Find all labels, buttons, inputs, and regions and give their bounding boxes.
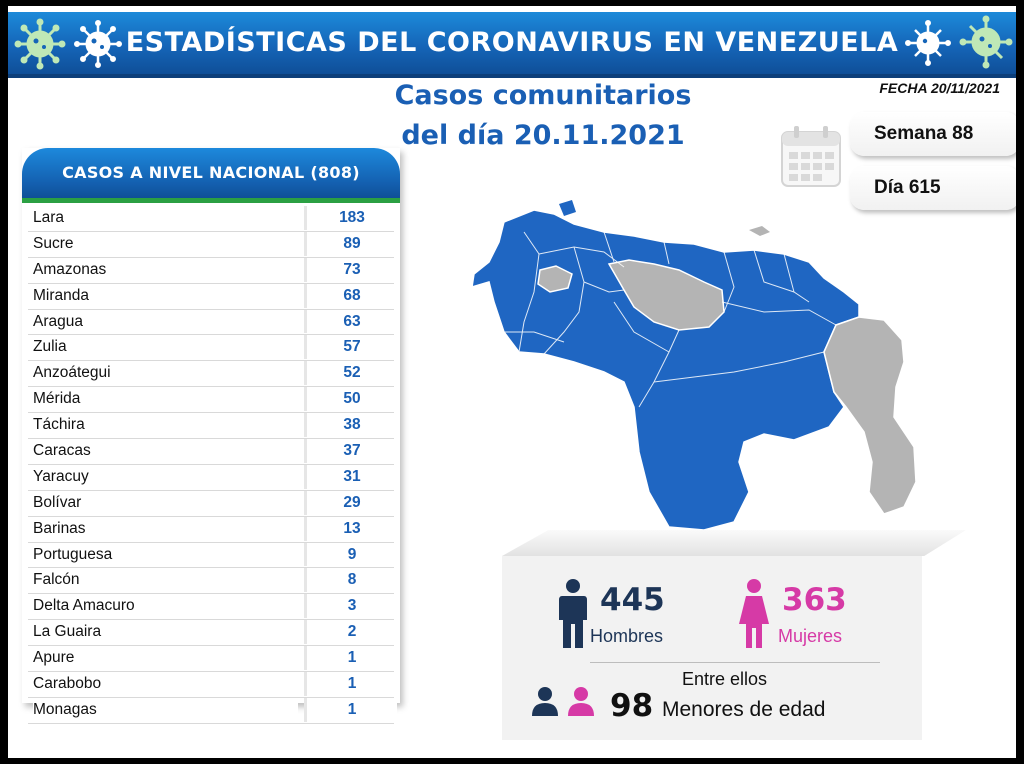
map-region-grey [749,226,770,236]
case-count: 38 [304,413,397,438]
state-name: Delta Amacuro [33,594,298,619]
hombres-count: 445 [600,582,665,618]
case-count: 89 [304,231,397,256]
case-count: 8 [304,568,397,593]
state-name: Lara [33,206,298,230]
case-count: 73 [304,257,397,282]
stats-card-body: 445 Hombres 363 Mujeres Entre ellos [502,556,922,740]
table-row: Yaracuy 31 [28,464,397,491]
state-name: Falcón [33,568,298,593]
case-count: 31 [304,464,397,489]
table-row: Barinas 13 [28,516,397,543]
state-name: Caracas [33,439,298,463]
subtitle-line-2: del día 20.11.2021 [401,120,685,151]
map-region-blue [471,209,860,531]
venezuela-map [471,200,917,531]
table-row: La Guaira 2 [28,620,397,647]
map-region-blue [559,200,576,216]
male-minor-icon [532,687,558,716]
hombres-label: Hombres [590,626,664,646]
table-row: Caracas 37 [28,439,397,465]
female-icon [739,579,769,648]
table-header: CASOS A NIVEL NACIONAL (808) [22,148,400,203]
coronavirus-icon [74,20,122,68]
case-count: 183 [304,206,397,230]
divider [590,662,880,663]
table-row: Carabobo 1 [28,672,397,698]
case-count: 3 [304,594,397,619]
state-name: Mérida [33,387,298,412]
table-row: Apure 1 [28,646,397,673]
semana-badge: Semana 88 [850,112,1016,156]
case-count: 1 [304,672,397,696]
state-name: Aragua [33,309,298,334]
table-row: Táchira 38 [28,413,397,440]
calendar-icon [781,126,841,187]
mujeres-count: 363 [782,582,847,618]
stats-card: 445 Hombres 363 Mujeres Entre ellos [502,530,966,740]
table-row: Delta Amacuro 3 [28,594,397,621]
menores-count: 98 [610,688,654,724]
coronavirus-icon [14,18,66,70]
table-row: Zulia 57 [28,335,397,362]
state-name: Anzoátegui [33,361,298,386]
table-row: Sucre 89 [28,231,397,258]
table-row: Bolívar 29 [28,490,397,517]
case-count: 13 [304,516,397,541]
case-count: 9 [304,542,397,567]
dia-badge: Día 615 [850,166,1016,210]
state-name: Carabobo [33,672,298,696]
state-name: Portuguesa [33,542,298,567]
case-count: 52 [304,361,397,386]
state-name: Yaracuy [33,464,298,489]
state-name: Bolívar [33,490,298,515]
table-row: Aragua 63 [28,309,397,336]
case-count: 29 [304,490,397,515]
menores-label: Menores de edad [662,698,826,721]
date-label: FECHA 20/11/2021 [879,80,1000,96]
subtitle: Casos comunitarios del día 20.11.2021 [358,76,728,156]
state-name: Miranda [33,283,298,308]
mujeres-label: Mujeres [778,626,843,646]
case-count: 2 [304,620,397,645]
case-count: 68 [304,283,397,308]
state-name: Monagas [33,697,298,722]
case-count: 37 [304,439,397,463]
cases-table: CASOS A NIVEL NACIONAL (808) Lara 183 Sucr… [22,148,400,724]
map-region-grey [537,265,573,293]
state-name: Sucre [33,231,298,256]
table-row: Falcón 8 [28,568,397,595]
table-row: Mérida 50 [28,387,397,414]
banner-title: ESTADÍSTICAS DEL CORONAVIRUS EN VENEZUEL… [125,27,899,58]
table-row: Monagas 1 [28,697,397,724]
table-row: Amazonas 73 [28,257,397,284]
case-count: 57 [304,335,397,360]
state-name: Zulia [33,335,298,360]
subtitle-line-1: Casos comunitarios [394,80,692,111]
case-count: 1 [304,697,397,722]
header-banner: ESTADÍSTICAS DEL CORONAVIRUS EN VENEZUEL… [8,12,1016,78]
table-row: Anzoátegui 52 [28,361,397,388]
state-name: Apure [33,646,298,671]
table-row: Portuguesa 9 [28,542,397,569]
male-icon [559,579,587,648]
coronavirus-icon [959,15,1013,69]
table-rows: Lara 183 Sucre 89 Amazonas 73 Miranda 68 Aragua 6… [28,206,397,724]
table-row: Miranda 68 [28,283,397,310]
state-name: Barinas [33,516,298,541]
entre-ellos-label: Entre ellos [682,669,768,689]
stats-card-top [502,530,966,556]
table-row: Lara 183 [28,206,397,232]
case-count: 1 [304,646,397,671]
infographic: ESTADÍSTICAS DEL CORONAVIRUS EN VENEZUEL… [8,6,1016,758]
case-count: 63 [304,309,397,334]
case-count: 50 [304,387,397,412]
state-name: Táchira [33,413,298,438]
state-name: Amazonas [33,257,298,282]
female-minor-icon [568,687,594,716]
coronavirus-icon [905,20,951,66]
state-name: La Guaira [33,620,298,645]
map-region-grey [823,316,917,515]
